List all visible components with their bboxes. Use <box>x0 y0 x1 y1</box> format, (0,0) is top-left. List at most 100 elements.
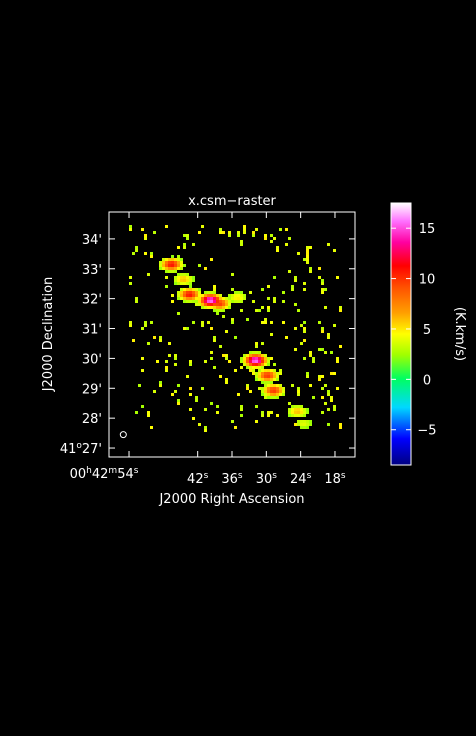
raster-pixel <box>135 300 138 303</box>
raster-pixel <box>189 282 192 285</box>
raster-pixel <box>339 423 342 426</box>
raster-pixel <box>231 294 234 297</box>
raster-pixel <box>267 384 270 387</box>
raster-pixel <box>135 297 138 300</box>
raster-pixel <box>255 363 258 366</box>
raster-pixel <box>273 300 276 303</box>
raster-pixel <box>171 261 174 264</box>
raster-pixel <box>129 282 132 285</box>
raster-pixel <box>213 294 216 297</box>
raster-pixel <box>165 366 168 369</box>
raster-pixel <box>240 243 243 246</box>
raster-pixel <box>327 408 330 411</box>
raster-pixel <box>207 294 210 297</box>
raster-pixel <box>189 360 192 363</box>
raster-pixel <box>159 264 162 267</box>
raster-pixel <box>330 372 333 375</box>
raster-pixel <box>171 258 174 261</box>
raster-pixel <box>303 414 306 417</box>
raster-pixel <box>168 267 171 270</box>
raster-pixel <box>264 381 267 384</box>
raster-pixel <box>183 288 186 291</box>
raster-pixel <box>321 411 324 414</box>
raster-pixel <box>300 405 303 408</box>
tick-unit-superscript: s <box>272 471 277 481</box>
raster-pixel <box>135 411 138 414</box>
raster-pixel <box>234 336 237 339</box>
raster-pixel <box>162 267 165 270</box>
raster-pixel <box>261 354 264 357</box>
raster-pixel <box>213 366 216 369</box>
x-tick-label: 24s <box>290 471 312 487</box>
raster-pixel <box>267 309 270 312</box>
raster-pixel <box>222 354 225 357</box>
colorbar-tick-label: 15 <box>419 222 436 237</box>
raster-pixel <box>216 309 219 312</box>
raster-pixel <box>279 372 282 375</box>
raster-pixel <box>291 411 294 414</box>
raster-pixel <box>231 318 234 321</box>
raster-pixel <box>168 342 171 345</box>
raster-pixel <box>192 294 195 297</box>
y-tick-label: 41o27' <box>60 441 102 457</box>
raster-pixel <box>162 261 165 264</box>
raster-pixel <box>246 366 249 369</box>
raster-pixel <box>225 306 228 309</box>
raster-pixel <box>204 291 207 294</box>
raster-pixel <box>240 408 243 411</box>
raster-pixel <box>237 291 240 294</box>
raster-pixel <box>282 387 285 390</box>
raster-pixel <box>258 363 261 366</box>
raster-pixel <box>165 276 168 279</box>
raster-pixel <box>153 390 156 393</box>
raster-pixel <box>243 354 246 357</box>
raster-pixel <box>243 228 246 231</box>
raster-pixel <box>210 327 213 330</box>
raster-pixel <box>219 345 222 348</box>
raster-pixel <box>291 285 294 288</box>
tick-unit-superscript: o <box>76 441 82 451</box>
raster-pixel <box>210 306 213 309</box>
raster-pixel <box>333 324 336 327</box>
raster-pixel <box>225 330 228 333</box>
raster-pixel <box>294 327 297 330</box>
raster-pixel <box>165 267 168 270</box>
raster-pixel <box>264 393 267 396</box>
raster-pixel <box>303 411 306 414</box>
raster-pixel <box>195 291 198 294</box>
raster-pixel <box>255 354 258 357</box>
raster-pixel <box>141 369 144 372</box>
raster-pixel <box>258 309 261 312</box>
raster-pixel <box>177 294 180 297</box>
raster-pixel <box>306 372 309 375</box>
y-axis-label: J2000 Declination <box>41 277 56 393</box>
raster-pixel <box>210 357 213 360</box>
raster-pixel <box>267 369 270 372</box>
raster-pixel <box>234 426 237 429</box>
raster-pixel <box>243 363 246 366</box>
raster-pixel <box>312 396 315 399</box>
raster-pixel <box>240 414 243 417</box>
raster-pixel <box>186 234 189 237</box>
raster-pixel <box>324 306 327 309</box>
raster-pixel <box>183 276 186 279</box>
raster-pixel <box>186 276 189 279</box>
x-tick-label: 00h42m54s <box>70 466 139 482</box>
raster-pixel <box>261 306 264 309</box>
raster-pixel <box>273 384 276 387</box>
raster-pixel <box>276 372 279 375</box>
raster-pixel <box>213 300 216 303</box>
raster-pixel <box>204 294 207 297</box>
raster-pixel <box>219 231 222 234</box>
raster-pixel <box>180 279 183 282</box>
raster-pixel <box>330 399 333 402</box>
raster-pixel <box>321 387 324 390</box>
raster-pixel <box>297 411 300 414</box>
raster-pixel <box>159 267 162 270</box>
raster-pixel <box>306 408 309 411</box>
raster-pixel <box>333 372 336 375</box>
raster-pixel <box>195 294 198 297</box>
raster-pixel <box>300 414 303 417</box>
raster-pixel <box>195 300 198 303</box>
raster-pixel <box>186 291 189 294</box>
